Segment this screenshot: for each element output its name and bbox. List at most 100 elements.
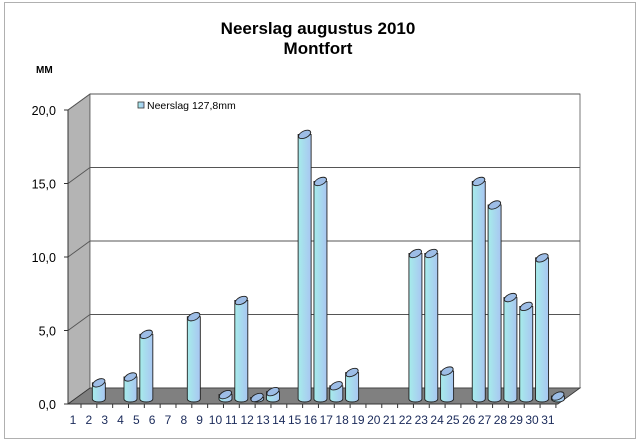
bar-top <box>139 329 153 339</box>
x-tick-label: 6 <box>149 413 156 427</box>
y-tick-label: 10,0 <box>32 251 56 265</box>
y-tick-label: 20,0 <box>32 104 56 118</box>
x-tick-label: 28 <box>494 413 508 427</box>
x-tick-label: 14 <box>272 413 286 427</box>
gridline-side <box>67 314 91 331</box>
chart-frame <box>4 2 636 439</box>
bar-body <box>186 316 201 403</box>
bar-top <box>488 200 502 210</box>
legend: Neerslag 127,8mm <box>137 100 236 112</box>
bar <box>250 392 265 403</box>
bar <box>139 329 154 403</box>
bar <box>440 366 455 403</box>
x-tick-label: 22 <box>399 413 413 427</box>
bar <box>266 387 280 403</box>
bar-top <box>218 389 232 400</box>
x-tick-label: 17 <box>320 413 334 427</box>
x-tick-label: 26 <box>462 413 476 427</box>
x-tick-label: 12 <box>240 413 254 427</box>
bar-body <box>424 253 439 403</box>
bar-top <box>266 387 280 397</box>
x-tick-label: 24 <box>430 413 444 427</box>
bar <box>91 378 106 403</box>
bar <box>345 367 360 403</box>
bar <box>424 248 439 403</box>
bar-top <box>440 366 454 376</box>
bar-top <box>408 248 422 259</box>
bar-top <box>503 292 517 303</box>
bar-top <box>234 295 248 306</box>
bar <box>503 292 518 403</box>
bar-body <box>535 257 550 403</box>
x-tick-label: 5 <box>133 413 140 427</box>
x-tick-label: 27 <box>478 413 492 427</box>
bar-body <box>139 333 154 403</box>
bar-top <box>298 129 312 140</box>
bar-body <box>487 204 502 403</box>
bar <box>408 248 423 403</box>
bar-top <box>551 391 565 401</box>
bar-top <box>424 248 438 259</box>
chart-title: Neerslag augustus 2010 <box>221 19 416 38</box>
y-tick-label: 0,0 <box>39 398 56 412</box>
bar-body <box>345 372 360 403</box>
x-tick-label: 11 <box>225 413 238 427</box>
x-tick-label: 4 <box>117 413 124 427</box>
x-tick-label: 15 <box>288 413 302 427</box>
bar-top <box>329 381 343 391</box>
gridline-side <box>67 240 91 258</box>
bar-body <box>234 300 249 403</box>
bar <box>186 312 201 403</box>
bar-top <box>535 253 549 263</box>
bar <box>297 129 312 403</box>
bar <box>123 372 138 403</box>
x-tick-label: 8 <box>180 413 187 427</box>
bar-body <box>91 382 106 403</box>
bar <box>471 176 486 403</box>
x-tick-label: 3 <box>101 413 108 427</box>
x-tick-label: 30 <box>525 413 539 427</box>
x-tick-label: 1 <box>70 413 77 427</box>
x-tick-label: 21 <box>383 413 397 427</box>
x-tick-label: 18 <box>335 413 349 427</box>
bar <box>535 253 550 403</box>
bar <box>234 295 249 403</box>
bar-body <box>519 305 534 403</box>
legend-label: Neerslag 127,8mm <box>147 100 236 112</box>
x-tick-label: 31 <box>541 413 555 427</box>
bar <box>218 389 233 403</box>
x-tick-label: 9 <box>196 413 203 427</box>
legend-swatch <box>137 101 145 109</box>
gridline-side <box>67 167 91 184</box>
bar-body <box>297 133 312 403</box>
bar-top <box>472 176 486 187</box>
bar <box>313 176 328 403</box>
bar-body <box>471 180 486 403</box>
bar-body <box>440 370 455 403</box>
x-tick-label: 23 <box>415 413 429 427</box>
y-tick-label: 5,0 <box>39 325 56 339</box>
bar-top <box>187 312 201 322</box>
x-tick-label: 16 <box>304 413 318 427</box>
x-tick-label: 29 <box>510 413 524 427</box>
bar <box>487 200 502 403</box>
bar <box>519 301 534 403</box>
gridline-side <box>67 93 91 111</box>
bar <box>550 391 565 403</box>
bar-body <box>123 376 138 403</box>
x-tick-label: 13 <box>256 413 270 427</box>
chart-subtitle: Montfort <box>284 39 353 58</box>
bar-body <box>408 253 423 403</box>
y-axis-label: MM <box>36 65 53 76</box>
bar-top <box>92 378 106 388</box>
bar-top <box>345 367 359 378</box>
x-tick-label: 7 <box>165 413 172 427</box>
bar-top <box>519 301 533 312</box>
bar <box>329 381 344 403</box>
y-tick-label: 15,0 <box>32 178 56 192</box>
bar-body <box>313 180 328 403</box>
bar-top <box>250 392 264 403</box>
bar-top <box>313 176 327 187</box>
x-tick-label: 20 <box>367 413 381 427</box>
